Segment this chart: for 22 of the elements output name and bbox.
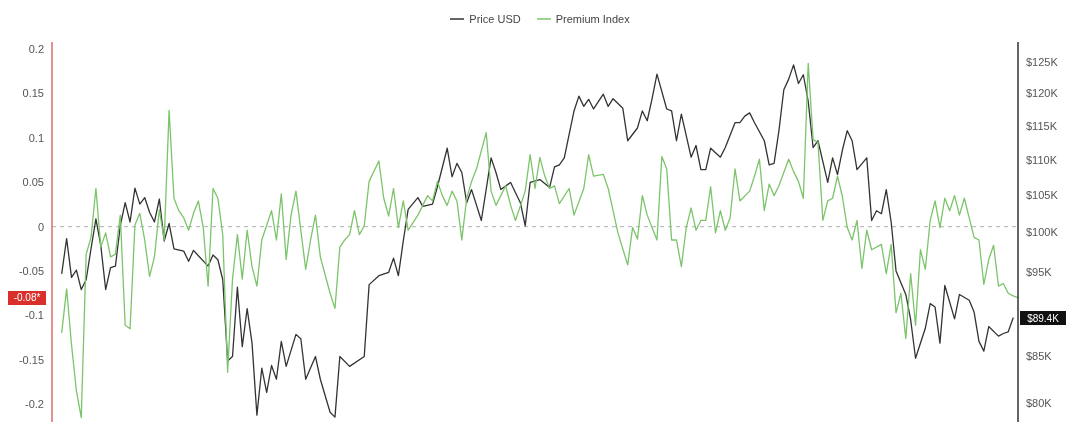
y-tick-label: -0.1 — [25, 309, 44, 322]
y-tick-label: 0.15 — [22, 87, 44, 100]
y2-tick-label: $95K — [1026, 265, 1053, 278]
text: -0.08* — [8, 290, 46, 305]
y-tick-label: -0.2 — [25, 398, 44, 411]
y2-tick-label: $120K — [1026, 87, 1059, 100]
y-tick-label: 0 — [37, 220, 44, 233]
y2-tick-label: $115K — [1026, 119, 1058, 132]
y-tick-label: -0.05 — [18, 264, 44, 277]
y2-tick-label: $125K — [1026, 56, 1059, 69]
text: $89.4K — [1020, 311, 1066, 325]
y-tick-label: 0.2 — [28, 43, 44, 56]
y2-tick-label: $105K — [1026, 189, 1059, 202]
y-tick-label: 0.05 — [22, 176, 44, 189]
y2-tick-label: $85K — [1026, 350, 1053, 363]
legend-label: Price USD — [469, 13, 521, 25]
y-tick-label: -0.15 — [18, 353, 44, 366]
legend-label: Premium Index — [555, 13, 630, 25]
y2-tick-label: $100K — [1026, 226, 1059, 239]
y2-tick-label: $110K — [1026, 153, 1058, 166]
y-tick-label: 0.1 — [28, 131, 44, 144]
y2-tick-label: $80K — [1026, 396, 1053, 409]
